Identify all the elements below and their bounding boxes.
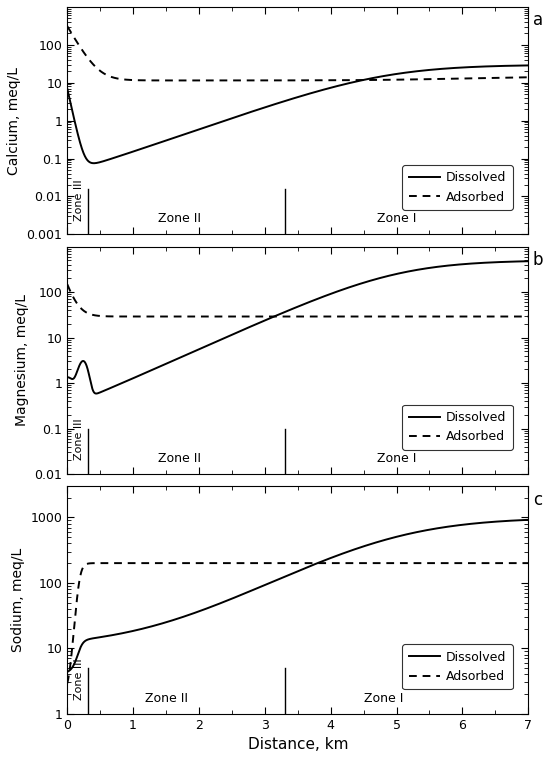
Dissolved xyxy=(261,317,267,326)
Adsorbed xyxy=(144,76,151,85)
Dissolved xyxy=(64,373,70,382)
Dissolved xyxy=(466,62,473,71)
Dissolved xyxy=(117,151,123,160)
Adsorbed xyxy=(525,312,532,321)
Text: Zone II: Zone II xyxy=(158,213,201,225)
Line: Adsorbed: Adsorbed xyxy=(67,27,529,80)
Dissolved xyxy=(90,159,97,168)
Dissolved xyxy=(117,380,123,389)
Legend: Dissolved, Adsorbed: Dissolved, Adsorbed xyxy=(403,644,513,689)
Adsorbed xyxy=(516,312,522,321)
Legend: Dissolved, Adsorbed: Dissolved, Adsorbed xyxy=(403,405,513,449)
Dissolved xyxy=(525,257,532,266)
Dissolved xyxy=(261,581,267,590)
Adsorbed xyxy=(241,76,248,85)
Adsorbed xyxy=(64,280,70,289)
Line: Adsorbed: Adsorbed xyxy=(67,285,529,317)
Dissolved xyxy=(466,259,473,268)
Adsorbed xyxy=(144,312,151,321)
Line: Dissolved: Dissolved xyxy=(67,520,529,672)
Dissolved xyxy=(261,103,267,112)
Dissolved xyxy=(144,623,151,632)
Dissolved xyxy=(93,389,100,398)
Adsorbed xyxy=(64,22,70,31)
Text: c: c xyxy=(533,491,542,509)
Adsorbed xyxy=(516,559,522,568)
Dissolved xyxy=(525,61,532,70)
Dissolved xyxy=(516,61,522,70)
Adsorbed xyxy=(64,679,70,688)
Adsorbed xyxy=(261,312,267,321)
Adsorbed xyxy=(466,74,473,83)
Line: Dissolved: Dissolved xyxy=(67,65,529,163)
Text: Zone II: Zone II xyxy=(145,691,188,704)
Dissolved xyxy=(525,515,532,524)
Dissolved xyxy=(516,257,522,266)
Adsorbed xyxy=(466,559,473,568)
Adsorbed xyxy=(144,559,151,568)
Text: Zone III: Zone III xyxy=(74,419,84,461)
Dissolved xyxy=(144,142,151,151)
Adsorbed xyxy=(516,73,522,82)
Text: Zone I: Zone I xyxy=(364,691,403,704)
Dissolved xyxy=(117,629,123,638)
Adsorbed xyxy=(117,559,123,568)
Dissolved xyxy=(64,667,70,676)
Adsorbed xyxy=(157,559,163,568)
Dissolved xyxy=(241,109,248,118)
Text: Zone III: Zone III xyxy=(74,179,84,221)
Adsorbed xyxy=(525,559,532,568)
Legend: Dissolved, Adsorbed: Dissolved, Adsorbed xyxy=(403,165,513,210)
Dissolved xyxy=(516,515,522,524)
Adsorbed xyxy=(261,76,267,85)
Dissolved xyxy=(241,589,248,598)
Y-axis label: Sodium, meq/L: Sodium, meq/L xyxy=(11,548,25,652)
Line: Dissolved: Dissolved xyxy=(67,261,529,394)
Text: Zone II: Zone II xyxy=(158,452,201,465)
Dissolved xyxy=(466,519,473,528)
Dissolved xyxy=(144,367,151,376)
Adsorbed xyxy=(241,559,248,568)
Adsorbed xyxy=(182,76,188,85)
Text: Zone I: Zone I xyxy=(377,452,416,465)
Text: Zone III: Zone III xyxy=(74,658,84,700)
Text: a: a xyxy=(533,11,543,30)
Adsorbed xyxy=(261,559,267,568)
Adsorbed xyxy=(525,73,532,82)
Adsorbed xyxy=(241,312,248,321)
Y-axis label: Magnesium, meq/L: Magnesium, meq/L xyxy=(15,294,29,427)
X-axis label: Distance, km: Distance, km xyxy=(248,737,348,752)
Line: Adsorbed: Adsorbed xyxy=(67,563,529,683)
Dissolved xyxy=(241,325,248,334)
Adsorbed xyxy=(117,312,123,321)
Y-axis label: Calcium, meq/L: Calcium, meq/L xyxy=(7,67,21,175)
Text: Zone I: Zone I xyxy=(377,213,416,225)
Adsorbed xyxy=(466,312,473,321)
Adsorbed xyxy=(117,74,123,83)
Text: b: b xyxy=(533,251,543,269)
Adsorbed xyxy=(320,312,326,321)
Dissolved xyxy=(64,84,70,93)
